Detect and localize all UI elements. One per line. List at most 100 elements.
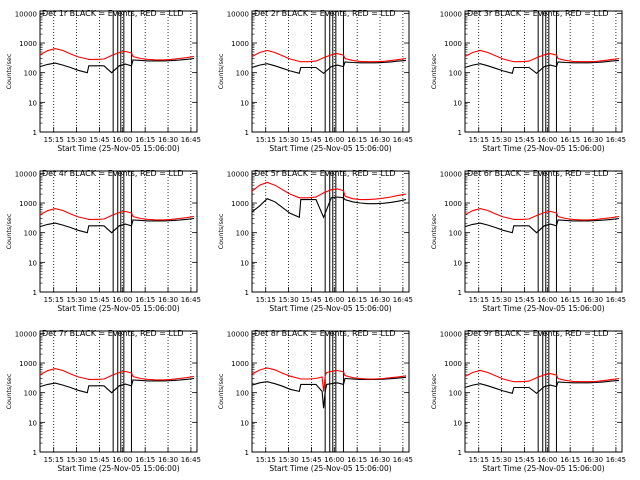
y-tick-label: 1 [33, 129, 37, 137]
y-tick-label: 10 [453, 419, 462, 427]
x-tick-label: 15:45 [514, 136, 534, 144]
plot-frame [464, 330, 623, 453]
series-line-events [464, 379, 620, 395]
detector-panel-3: 1 10 100 1000 10000 15:15 15:30 15:45 16:00 16:15… [430, 9, 626, 153]
series-line-events [251, 196, 407, 219]
x-tick-label: 16:45 [393, 136, 413, 144]
panel-title: Det 7r BLACK = Events, RED = LLD [42, 329, 184, 338]
y-tick-label: 1 [245, 129, 249, 137]
x-tick-label: 16:45 [393, 456, 413, 464]
y-tick-label: 100 [449, 390, 462, 398]
y-tick-label: 1 [458, 129, 462, 137]
panel-title: Det 9r BLACK = Events, RED = LLD [467, 329, 609, 338]
x-tick-label: 15:15 [469, 136, 489, 144]
y-tick-label: 100 [24, 390, 37, 398]
y-tick-label: 1 [33, 289, 37, 297]
plot-frame [464, 170, 623, 293]
x-tick-label: 16:15 [560, 456, 580, 464]
x-axis-title: Start Time (25-Nov-05 15:06:00) [482, 304, 604, 313]
y-tick-label: 1000 [444, 360, 462, 368]
x-tick-label: 15:30 [491, 136, 511, 144]
x-tick-label: 16:00 [324, 136, 344, 144]
x-tick-label: 16:15 [135, 136, 155, 144]
x-tick-label: 16:45 [606, 456, 626, 464]
x-tick-label: 16:30 [583, 296, 603, 304]
x-tick-label: 16:30 [370, 136, 390, 144]
x-tick-label: 15:30 [491, 296, 511, 304]
x-tick-label: 15:15 [256, 296, 276, 304]
y-axis-title: Counts/sec [5, 373, 13, 409]
y-tick-label: 10000 [440, 170, 462, 178]
x-tick-label: 16:45 [181, 296, 201, 304]
x-axis-title: Start Time (25-Nov-05 15:06:00) [482, 144, 604, 153]
y-axis-title: Counts/sec [430, 213, 438, 249]
plot-frame [39, 170, 198, 293]
x-tick-label: 15:15 [469, 456, 489, 464]
x-tick-label: 16:00 [324, 456, 344, 464]
series-line-lld [39, 368, 195, 381]
y-axis-title: Counts/sec [5, 213, 13, 249]
x-tick-label: 15:45 [89, 456, 109, 464]
y-tick-label: 1000 [231, 200, 249, 208]
panel-title: Det 6r BLACK = Events, RED = LLD [467, 169, 609, 178]
x-tick-label: 16:00 [537, 456, 557, 464]
x-tick-label: 16:45 [181, 456, 201, 464]
series-line-lld [464, 208, 620, 221]
series-line-events [39, 57, 195, 74]
panel-title: Det 2r BLACK = Events, RED = LLD [254, 9, 396, 18]
x-tick-label: 15:45 [514, 296, 534, 304]
y-tick-label: 1 [245, 449, 249, 457]
y-tick-label: 1000 [19, 200, 37, 208]
panel-title: Det 1r BLACK = Events, RED = LLD [42, 9, 184, 18]
series-line-lld [464, 49, 620, 63]
x-tick-label: 15:45 [89, 136, 109, 144]
x-tick-label: 15:15 [44, 296, 64, 304]
y-axis-title: Counts/sec [430, 373, 438, 409]
series-line-lld [251, 181, 407, 201]
y-tick-label: 10000 [440, 330, 462, 338]
y-tick-label: 100 [449, 230, 462, 238]
y-tick-label: 10 [453, 259, 462, 267]
x-axis-title: Start Time (25-Nov-05 15:06:00) [482, 464, 604, 473]
series-line-lld [464, 369, 620, 383]
y-tick-label: 100 [24, 70, 37, 78]
y-tick-label: 10 [28, 419, 37, 427]
detector-panel-5: 1 10 100 1000 10000 15:15 15:30 15:45 16:00 16:15… [217, 169, 413, 313]
x-tick-label: 16:45 [606, 296, 626, 304]
series-line-lld [39, 208, 195, 221]
x-tick-label: 16:15 [560, 136, 580, 144]
plot-frame [39, 10, 198, 133]
x-tick-label: 15:45 [301, 456, 321, 464]
detector-panel-2: 1 10 100 1000 10000 15:15 15:30 15:45 16:00 16:15… [217, 9, 413, 153]
y-tick-label: 1 [33, 449, 37, 457]
panel-title: Det 3r BLACK = Events, RED = LLD [467, 9, 609, 18]
detector-panel-1: 1 10 100 1000 10000 15:15 15:30 15:45 16:00 16:15… [5, 9, 201, 153]
x-tick-label: 16:00 [537, 136, 557, 144]
x-tick-label: 15:45 [89, 296, 109, 304]
x-axis-title: Start Time (25-Nov-05 15:06:00) [269, 144, 391, 153]
y-tick-label: 100 [236, 230, 249, 238]
x-axis-title: Start Time (25-Nov-05 15:06:00) [57, 144, 179, 153]
x-tick-label: 16:00 [112, 136, 132, 144]
series-line-events [251, 59, 407, 75]
x-tick-label: 16:15 [135, 456, 155, 464]
y-tick-label: 10000 [15, 170, 37, 178]
x-tick-label: 16:00 [324, 296, 344, 304]
x-tick-label: 15:45 [514, 456, 534, 464]
y-tick-label: 1000 [19, 40, 37, 48]
x-tick-label: 16:45 [181, 136, 201, 144]
y-tick-label: 1000 [231, 40, 249, 48]
y-tick-label: 1000 [444, 200, 462, 208]
x-tick-label: 16:00 [112, 456, 132, 464]
y-tick-label: 10000 [15, 330, 37, 338]
x-tick-label: 16:15 [135, 296, 155, 304]
x-tick-label: 16:30 [583, 456, 603, 464]
y-axis-title: Counts/sec [217, 213, 225, 249]
x-axis-title: Start Time (25-Nov-05 15:06:00) [269, 304, 391, 313]
x-tick-label: 16:30 [158, 456, 178, 464]
x-tick-label: 15:30 [66, 296, 86, 304]
y-tick-label: 10000 [227, 330, 249, 338]
y-tick-label: 1 [245, 289, 249, 297]
y-tick-label: 100 [236, 70, 249, 78]
